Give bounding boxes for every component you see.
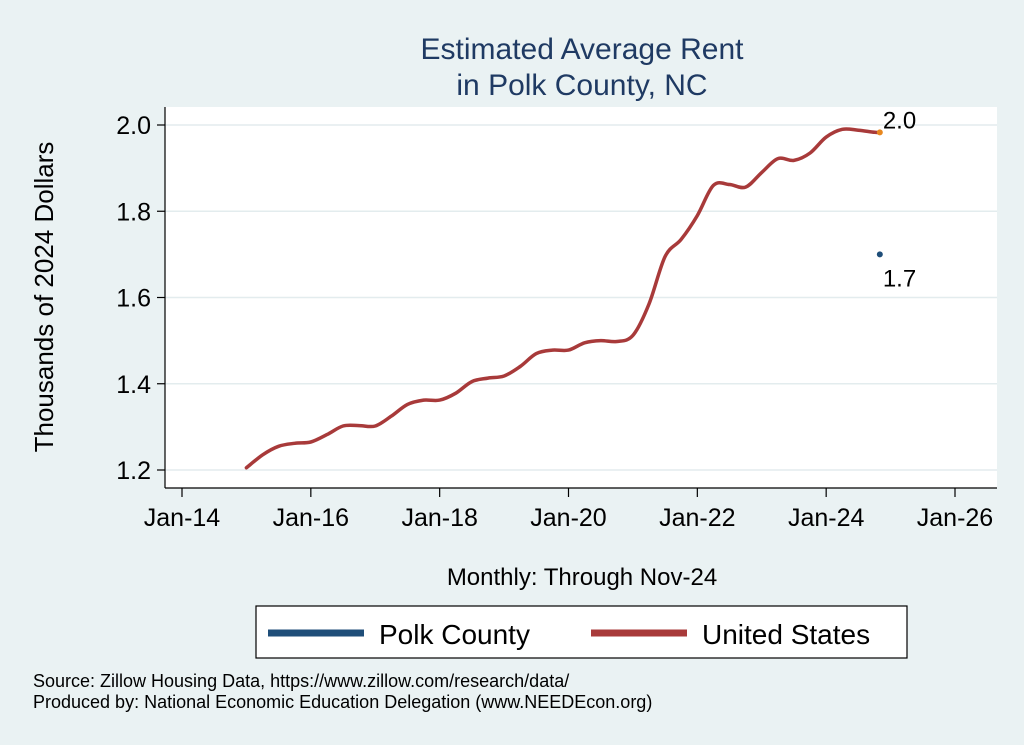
x-tick-label: Jan-22 xyxy=(659,504,735,532)
end-label-polk-county: 1.7 xyxy=(883,265,916,292)
produced-by-line: Produced by: National Economic Education… xyxy=(33,692,652,712)
y-axis-title: Thousands of 2024 Dollars xyxy=(29,142,59,453)
y-tick-label: 1.4 xyxy=(116,371,151,399)
x-tick-label: Jan-14 xyxy=(144,504,221,532)
y-tick-label: 1.2 xyxy=(116,457,151,485)
y-tick-label: 1.8 xyxy=(116,198,151,226)
end-label-united-states: 2.0 xyxy=(883,107,916,134)
x-tick-label: Jan-16 xyxy=(273,504,349,532)
x-tick-label: Jan-24 xyxy=(788,504,865,532)
legend-label-polk-county: Polk County xyxy=(379,619,530,650)
legend-label-united-states: United States xyxy=(702,619,870,650)
end-point-polk-county xyxy=(876,251,883,258)
chart-title-line-2: in Polk County, NC xyxy=(456,69,707,102)
grid-lines xyxy=(165,124,997,471)
x-ticks: Jan-14 Jan-16 Jan-18 Jan-20 Jan-22 Jan-24 Jan-… xyxy=(144,488,993,532)
legend: Polk County United States xyxy=(255,605,908,659)
y-ticks: 1.2 1.4 1.6 1.8 2.0 xyxy=(116,112,165,485)
source-line: Source: Zillow Housing Data, https://www… xyxy=(33,671,569,691)
x-axis-title: Monthly: Through Nov-24 xyxy=(447,564,717,591)
x-tick-label: Jan-26 xyxy=(917,504,993,532)
y-tick-label: 2.0 xyxy=(116,112,151,140)
series-line-united-states xyxy=(244,127,882,470)
y-tick-label: 1.6 xyxy=(116,285,151,313)
legend-box xyxy=(255,605,908,659)
x-tick-label: Jan-20 xyxy=(530,504,606,532)
series-layer: 1.7 2.0 xyxy=(244,107,916,470)
x-tick-label: Jan-18 xyxy=(401,504,477,532)
chart-title-line-1: Estimated Average Rent xyxy=(421,33,745,66)
end-point-united-states xyxy=(876,129,883,136)
